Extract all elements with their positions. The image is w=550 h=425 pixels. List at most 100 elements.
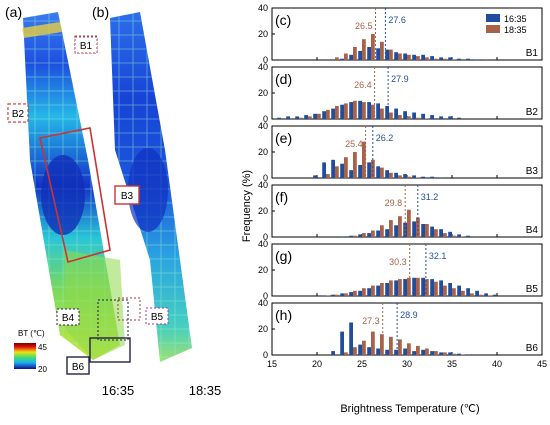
bar-1835-35 (452, 59, 456, 60)
x-tick-label: 40 (492, 359, 502, 369)
bar-1635-34 (439, 57, 443, 60)
bar-1635-29 (394, 349, 398, 355)
bar-1635-23 (340, 293, 344, 296)
bar-1635-30 (403, 348, 407, 355)
bar-1635-24 (349, 170, 353, 178)
bar-1835-34 (443, 285, 447, 296)
bar-1635-25 (358, 165, 362, 178)
mean-label-1835: 27.3 (362, 316, 380, 326)
bar-1635-36 (457, 285, 461, 296)
bar-1835-28 (389, 49, 393, 60)
bar-1835-35 (452, 235, 456, 237)
bar-1835-33 (434, 351, 438, 355)
bar-1835-33 (434, 58, 438, 60)
subplot-frame (271, 66, 543, 120)
bar-1835-31 (416, 345, 420, 355)
bar-1635-29 (394, 225, 398, 237)
bar-1835-29 (398, 279, 402, 296)
bar-1635-38 (475, 290, 479, 296)
colorbar-title: BT (℃) (18, 329, 45, 338)
bar-1635-21 (322, 295, 326, 296)
bar-1635-33 (430, 176, 434, 178)
bar-1635-35 (448, 231, 452, 237)
colorbar-min: 20 (38, 365, 47, 374)
bar-1835-29 (398, 216, 402, 237)
bar-1835-32 (425, 118, 429, 119)
bar-1635-40 (493, 294, 497, 296)
bar-1635-39 (484, 59, 488, 60)
bar-1635-17 (286, 116, 290, 119)
bar-1835-22 (335, 166, 339, 178)
bar-1635-23 (340, 104, 344, 119)
bar-1635-33 (430, 226, 434, 237)
bar-1635-18 (295, 116, 299, 119)
bar-1835-22 (335, 106, 339, 119)
subplot-frame (271, 7, 543, 61)
bar-1835-21 (326, 295, 330, 296)
bar-1635-26 (367, 288, 371, 296)
bar-1635-37 (466, 235, 470, 237)
x-tick-label: 35 (447, 359, 457, 369)
bar-1635-25 (358, 344, 362, 355)
bar-1635-27 (376, 230, 380, 237)
bar-1635-25 (358, 50, 362, 60)
bar-1635-28 (385, 283, 389, 296)
bar-1835-32 (425, 348, 429, 355)
bar-1835-39 (488, 295, 492, 296)
subplot-panel-label: (e) (275, 130, 292, 146)
bar-1835-27 (380, 283, 384, 296)
bar-1635-24 (349, 292, 353, 296)
y-tick-label: 20 (258, 324, 268, 334)
bar-1835-34 (443, 233, 447, 237)
mean-label-1635: 26.2 (376, 133, 394, 143)
bar-1835-25 (362, 39, 366, 60)
mean-label-1835: 30.3 (389, 257, 407, 267)
bar-1635-34 (439, 352, 443, 355)
panel-label-a: (a) (5, 4, 22, 20)
bar-1835-28 (389, 220, 393, 237)
bar-1635-28 (385, 349, 389, 355)
bar-1635-22 (331, 351, 335, 355)
bar-1835-19 (308, 116, 312, 119)
subplot-b3: 0 20 40 25.4 26.2 (e) B3 (258, 121, 543, 183)
bar-1835-24 (353, 100, 357, 119)
bar-1635-38 (475, 59, 479, 60)
subplot-b6: 0 20 40 27.3 28.9 (h) B6 15 20 25 30 35 40 45 (258, 298, 547, 369)
bar-1835-32 (425, 57, 429, 60)
mean-label-1635: 32.1 (429, 251, 447, 261)
bar-1635-36 (457, 234, 461, 237)
bar-1635-29 (394, 108, 398, 119)
bar-1835-20 (317, 113, 321, 119)
bar-1835-28 (389, 280, 393, 296)
subplot-panel-label: (g) (275, 248, 292, 264)
bar-1835-25 (362, 288, 366, 296)
y-tick-label: 40 (258, 3, 268, 13)
bar-1635-30 (403, 111, 407, 119)
bar-1835-34 (443, 58, 447, 60)
subplot-b2: 0 20 40 26.4 27.9 (d) B2 (258, 62, 543, 124)
bar-1635-31 (412, 54, 416, 60)
bar-1835-31 (416, 217, 420, 237)
y-tick-label: 20 (258, 29, 268, 39)
bar-1835-23 (344, 103, 348, 119)
region-box-b6-outline (89, 337, 131, 363)
bar-1635-35 (448, 283, 452, 296)
legend-label: 16:35 (504, 14, 527, 24)
bar-1635-28 (385, 170, 389, 178)
bar-1635-31 (412, 175, 416, 178)
bar-1835-27 (380, 225, 384, 237)
bar-1835-29 (398, 175, 402, 178)
y-tick-label: 40 (258, 62, 268, 72)
y-tick-label: 0 (263, 350, 268, 360)
bar-1835-26 (371, 230, 375, 237)
bar-1635-27 (376, 285, 380, 296)
bar-1835-26 (371, 34, 375, 60)
mean-label-1835: 26.5 (355, 21, 373, 31)
bar-1635-26 (367, 102, 371, 119)
y-tick-label: 40 (258, 298, 268, 308)
x-tick-label: 20 (312, 359, 322, 369)
bar-1635-20 (313, 113, 317, 119)
region-label-b4: B4 (62, 313, 75, 324)
bar-1835-18 (299, 117, 303, 119)
bar-1835-23 (344, 53, 348, 60)
